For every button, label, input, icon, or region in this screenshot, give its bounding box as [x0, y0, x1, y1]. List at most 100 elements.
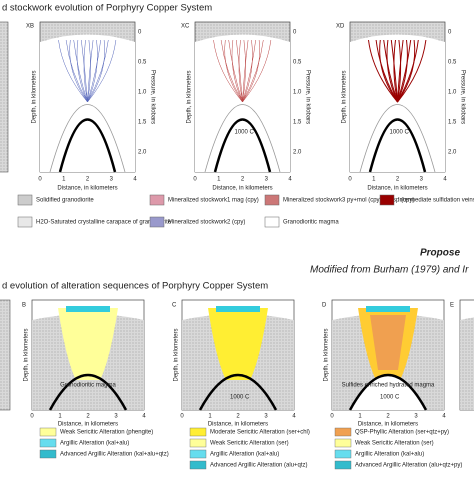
distance-tick: 1 [208, 414, 212, 420]
distance-tick: 2 [86, 414, 90, 420]
distance-tick: 0 [330, 414, 334, 420]
vein [375, 39, 398, 103]
distance-tick: 1 [217, 177, 221, 183]
panel-label: XC [181, 24, 190, 30]
distance-tick: 2 [396, 177, 400, 183]
legend-label: Argillic Alteration (kal+alu) [60, 441, 129, 447]
vein [368, 39, 398, 103]
vein [231, 39, 243, 103]
pressure-tick: 2.0 [448, 150, 457, 156]
vein [87, 39, 98, 103]
distance-tick: 3 [414, 414, 418, 420]
magma-dome [198, 373, 278, 411]
legend-label: Weak Sericitic Alteration (ser) [210, 441, 289, 447]
distance-tick: 4 [292, 414, 296, 420]
depth-axis: Depth, in kilometers [187, 70, 193, 123]
panel-label: B [22, 303, 26, 309]
host-rock [460, 317, 474, 410]
vein [383, 39, 398, 103]
depth-axis: Depth, in kilometers [32, 70, 38, 123]
panel-label: C [172, 303, 177, 309]
distance-axis: Distance, in kilometers [358, 422, 418, 428]
distance-tick: 0 [180, 414, 184, 420]
pressure-tick: 0 [293, 30, 297, 36]
distance-tick: 4 [443, 177, 447, 183]
vein [390, 39, 398, 103]
distance-tick: 3 [265, 177, 269, 183]
magma-dome [348, 373, 428, 411]
legend-swatch [334, 427, 352, 437]
legend-swatch [379, 194, 395, 206]
vein [397, 39, 402, 103]
distance-axis: Distance, in kilometers [367, 186, 427, 192]
legend-swatch [264, 194, 280, 206]
legend-swatch [334, 449, 352, 459]
distance-tick: 4 [133, 177, 137, 183]
vein [242, 39, 249, 103]
vein [87, 39, 101, 103]
legend-label: Weak Sericitic Alteration (ser) [355, 441, 434, 447]
pressure-tick: 0.5 [448, 60, 457, 66]
carapace [49, 104, 126, 173]
distance-tick: 4 [442, 414, 446, 420]
vein [242, 39, 246, 103]
vein [397, 39, 427, 103]
legend-swatch [189, 438, 207, 448]
caption-modified: Modified from Burham (1979) and Ir [310, 265, 469, 276]
distance-tick: 1 [58, 414, 62, 420]
pressure-tick: 1.5 [293, 120, 302, 126]
distance-axis: Distance, in kilometers [208, 422, 268, 428]
pressure-axis: Pressure, in kilobars [304, 70, 310, 124]
vein [393, 39, 398, 103]
legend-label: QSP-Phyllic Alteration (ser+qtz+py) [355, 430, 449, 436]
pressure-tick: 1.0 [448, 90, 457, 96]
pressure-tick: 0 [448, 30, 452, 36]
distance-tick: 0 [38, 177, 42, 183]
pressure-tick: 0.5 [138, 60, 147, 66]
pressure-tick: 2.0 [293, 150, 302, 156]
panel-stub [0, 21, 9, 173]
carapace [204, 104, 281, 173]
distance-axis: Distance, in kilometers [58, 422, 118, 428]
legend-label: Moderate Sericitic Alteration (ser+chl) [210, 430, 310, 436]
vein [228, 39, 243, 103]
legend-swatch [334, 438, 352, 448]
legend-swatch [39, 449, 57, 459]
legend-swatch [39, 438, 57, 448]
legend-label: Solidified granodiorite [36, 198, 94, 204]
top-title: d stockwork evolution of Porphyry Copper… [2, 3, 212, 14]
depth-axis: Depth, in kilometers [174, 328, 180, 381]
depth-axis: Depth, in kilometers [24, 328, 30, 381]
vein [87, 39, 109, 103]
legend-swatch [149, 194, 165, 206]
legend-label: Advanced Argillic Alteration (alu+qtz) [210, 463, 308, 469]
vein [386, 39, 398, 103]
bottom-title: d evolution of alteration sequences of P… [2, 281, 268, 292]
distance-tick: 1 [372, 177, 376, 183]
isotherm-label: 1000 C [230, 395, 250, 401]
panel-label: E [450, 303, 454, 309]
legend-label: Weak Sericitic Alteration (phengite) [60, 430, 153, 436]
magma-label: Sulfides enriched hydrated magma [342, 383, 435, 389]
pressure-axis: Pressure, in kilobars [459, 70, 465, 124]
legend-swatch [17, 194, 33, 206]
vein [397, 39, 412, 103]
isotherm-label: 1000 C [380, 395, 400, 401]
vein [87, 39, 105, 103]
distance-tick: 1 [358, 414, 362, 420]
magma-label: Granodioritic magma [60, 383, 116, 389]
pressure-tick: 1.0 [138, 90, 147, 96]
legend-swatch [189, 427, 207, 437]
caption-proposed: Propose [420, 248, 460, 259]
vein [242, 39, 272, 103]
legend-swatch [189, 449, 207, 459]
legend-label: Advanced Argillic Alteration (kal+alu+qt… [60, 452, 169, 458]
vein [83, 39, 88, 103]
vein [81, 39, 88, 103]
pressure-tick: 2.0 [138, 150, 147, 156]
magma-dome [368, 118, 427, 173]
legend-label: Argillic Alteration (kal+alu) [355, 452, 424, 458]
vein [76, 39, 88, 103]
legend-swatch [189, 460, 207, 470]
